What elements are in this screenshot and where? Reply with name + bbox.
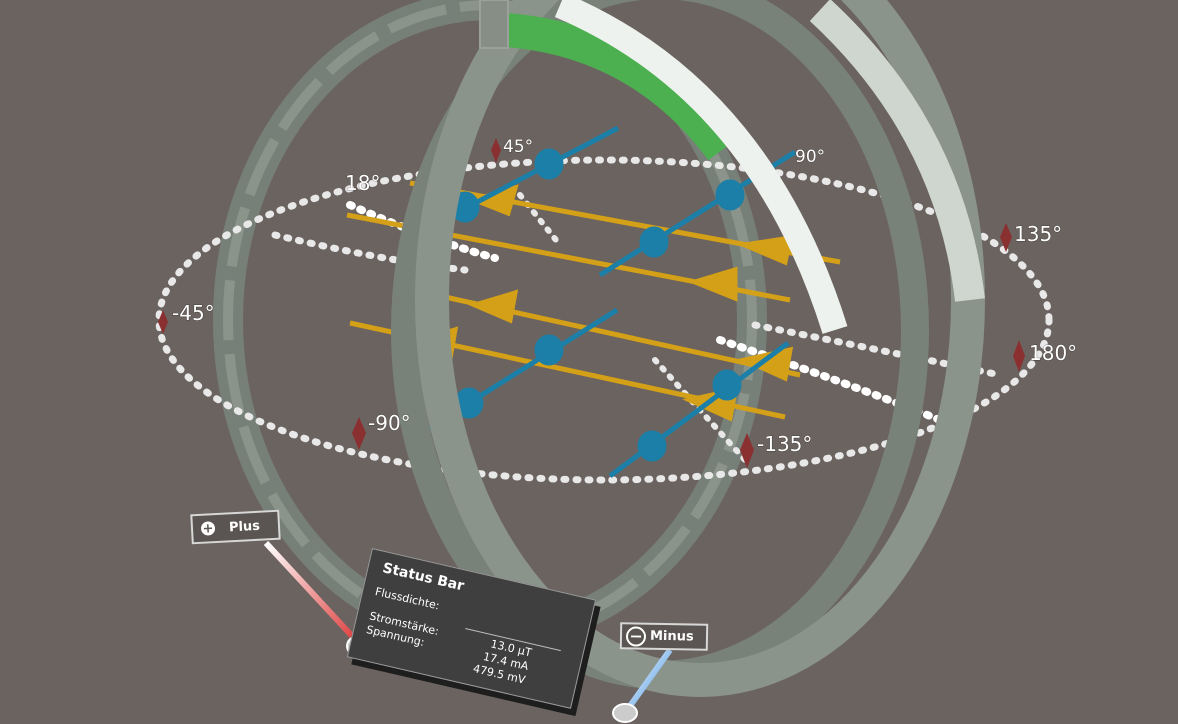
- plus-button[interactable]: + Plus: [190, 509, 281, 545]
- current-node: [534, 148, 564, 180]
- angle-label-90: 90°: [795, 147, 825, 167]
- coil-white-edge: [809, 0, 985, 302]
- angle-label-minus-135: -135°: [757, 432, 812, 456]
- minus-button[interactable]: − Minus: [619, 622, 709, 651]
- angle-label-minus-45: -45°: [172, 301, 215, 325]
- current-node: [637, 430, 667, 462]
- minus-slider-handle: [612, 703, 638, 723]
- coil-white-edge: [554, 0, 848, 334]
- field-arrowhead: [687, 266, 738, 302]
- angle-markers: [158, 138, 1025, 468]
- current-node: [639, 226, 669, 258]
- angle-marker: [158, 310, 168, 334]
- angle-label-minus-90: -90°: [368, 411, 411, 435]
- current-node: [715, 179, 745, 211]
- angle-label-45: 45°: [503, 137, 533, 157]
- angle-marker: [1000, 223, 1012, 252]
- angle-marker: [1013, 340, 1025, 372]
- field-arrowhead: [735, 234, 794, 266]
- angle-label-180: 180°: [1029, 341, 1077, 365]
- current-node: [534, 334, 564, 366]
- angle-label-18: 18°: [345, 171, 380, 195]
- minus-slider[interactable]: [612, 648, 673, 723]
- plus-circle-icon: +: [200, 520, 216, 537]
- angle-marker: [352, 417, 366, 450]
- coil-support: [479, 0, 509, 49]
- minus-button-label: Minus: [649, 628, 694, 645]
- field-arrowhead: [467, 289, 519, 324]
- angle-marker: [740, 433, 754, 468]
- angle-ring: [155, 156, 1053, 484]
- current-node: [712, 369, 742, 401]
- angle-label-135: 135°: [1014, 222, 1062, 246]
- angle-marker: [491, 138, 501, 163]
- coil-highlight: [503, 13, 736, 161]
- plus-button-label: Plus: [228, 518, 261, 535]
- front-coil: [391, 0, 985, 697]
- minus-circle-icon: −: [625, 625, 647, 647]
- field-arrowhead: [737, 346, 794, 382]
